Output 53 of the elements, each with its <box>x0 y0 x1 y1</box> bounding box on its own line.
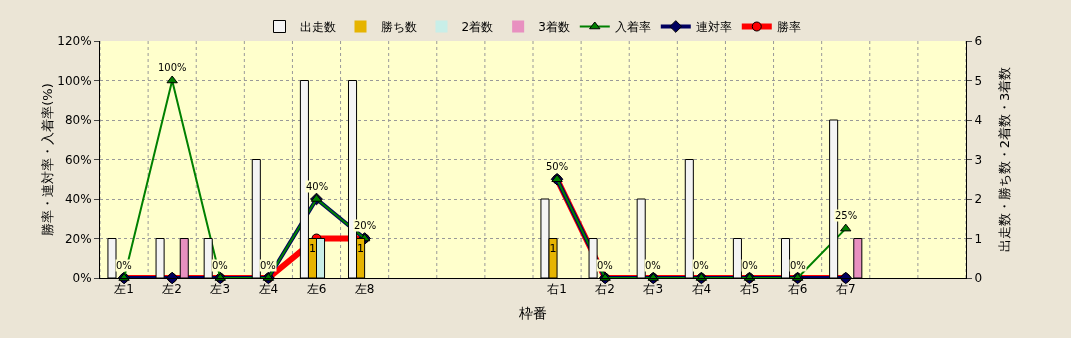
y-tick-label: 80% <box>64 113 92 128</box>
data-label: 40% <box>306 181 329 192</box>
data-label: 0% <box>116 260 132 271</box>
x-tick-label: 右7 <box>835 282 856 297</box>
y2-tick-label: 5 <box>974 73 983 88</box>
x-tick-label: 左2 <box>162 282 182 297</box>
legend-label: 出走数 <box>299 20 336 35</box>
y2-tick-label: 2 <box>974 192 983 207</box>
data-label: 0% <box>597 260 613 271</box>
x-tick-label: 右2 <box>595 282 615 297</box>
legend-label: 連対率 <box>695 20 732 35</box>
data-label: 0% <box>742 260 758 271</box>
legend-label: 3着数 <box>538 20 570 35</box>
y-axis-title: 勝率・連対率・入着率(%) <box>40 83 56 236</box>
data-label: 50% <box>546 161 569 172</box>
legend-label: 入着率 <box>614 20 651 35</box>
data-label: 0% <box>790 260 806 271</box>
y2-tick-label: 0 <box>974 271 983 286</box>
x-tick-label: 左4 <box>258 282 279 297</box>
y2-tick-label: 4 <box>974 113 983 128</box>
x-tick-label: 右6 <box>787 282 808 297</box>
y-tick-label: 100% <box>57 73 92 88</box>
y2-tick-label: 1 <box>974 231 983 246</box>
y2-axis-title: 出走数・勝ち数・2着数・3着数 <box>996 66 1012 253</box>
legend-label: 勝率 <box>776 20 801 35</box>
x-tick-label: 左8 <box>354 282 375 297</box>
data-label: 0% <box>212 260 228 271</box>
x-tick-label: 右3 <box>643 282 664 297</box>
y-tick-label: 0% <box>72 271 92 286</box>
data-label: 1 <box>357 241 365 255</box>
data-label: 1 <box>308 241 316 255</box>
x-tick-label: 左1 <box>114 282 134 297</box>
legend-label: 2着数 <box>461 20 494 35</box>
data-label: 20% <box>354 220 377 231</box>
data-label: 0% <box>260 260 276 271</box>
legend-label: 勝ち数 <box>380 20 417 35</box>
y-tick-label: 20% <box>64 231 92 246</box>
y2-tick-label: 6 <box>974 34 983 49</box>
y2-tick-label: 3 <box>974 152 983 167</box>
x-tick-label: 左6 <box>306 282 327 297</box>
data-label: 25% <box>835 210 858 221</box>
y-tick-label: 40% <box>64 192 92 207</box>
x-tick-label: 右1 <box>547 282 567 297</box>
data-label: 1 <box>549 241 557 255</box>
x-tick-label: 右5 <box>739 282 760 297</box>
x-tick-label: 左3 <box>210 282 231 297</box>
data-label: 0% <box>693 260 709 271</box>
x-tick-label: 右4 <box>691 282 712 297</box>
y-tick-label: 120% <box>57 34 92 49</box>
data-label: 100% <box>158 62 187 73</box>
y-tick-label: 60% <box>64 152 92 167</box>
data-label: 0% <box>645 260 661 271</box>
x-axis-title: 枠番 <box>518 304 547 321</box>
